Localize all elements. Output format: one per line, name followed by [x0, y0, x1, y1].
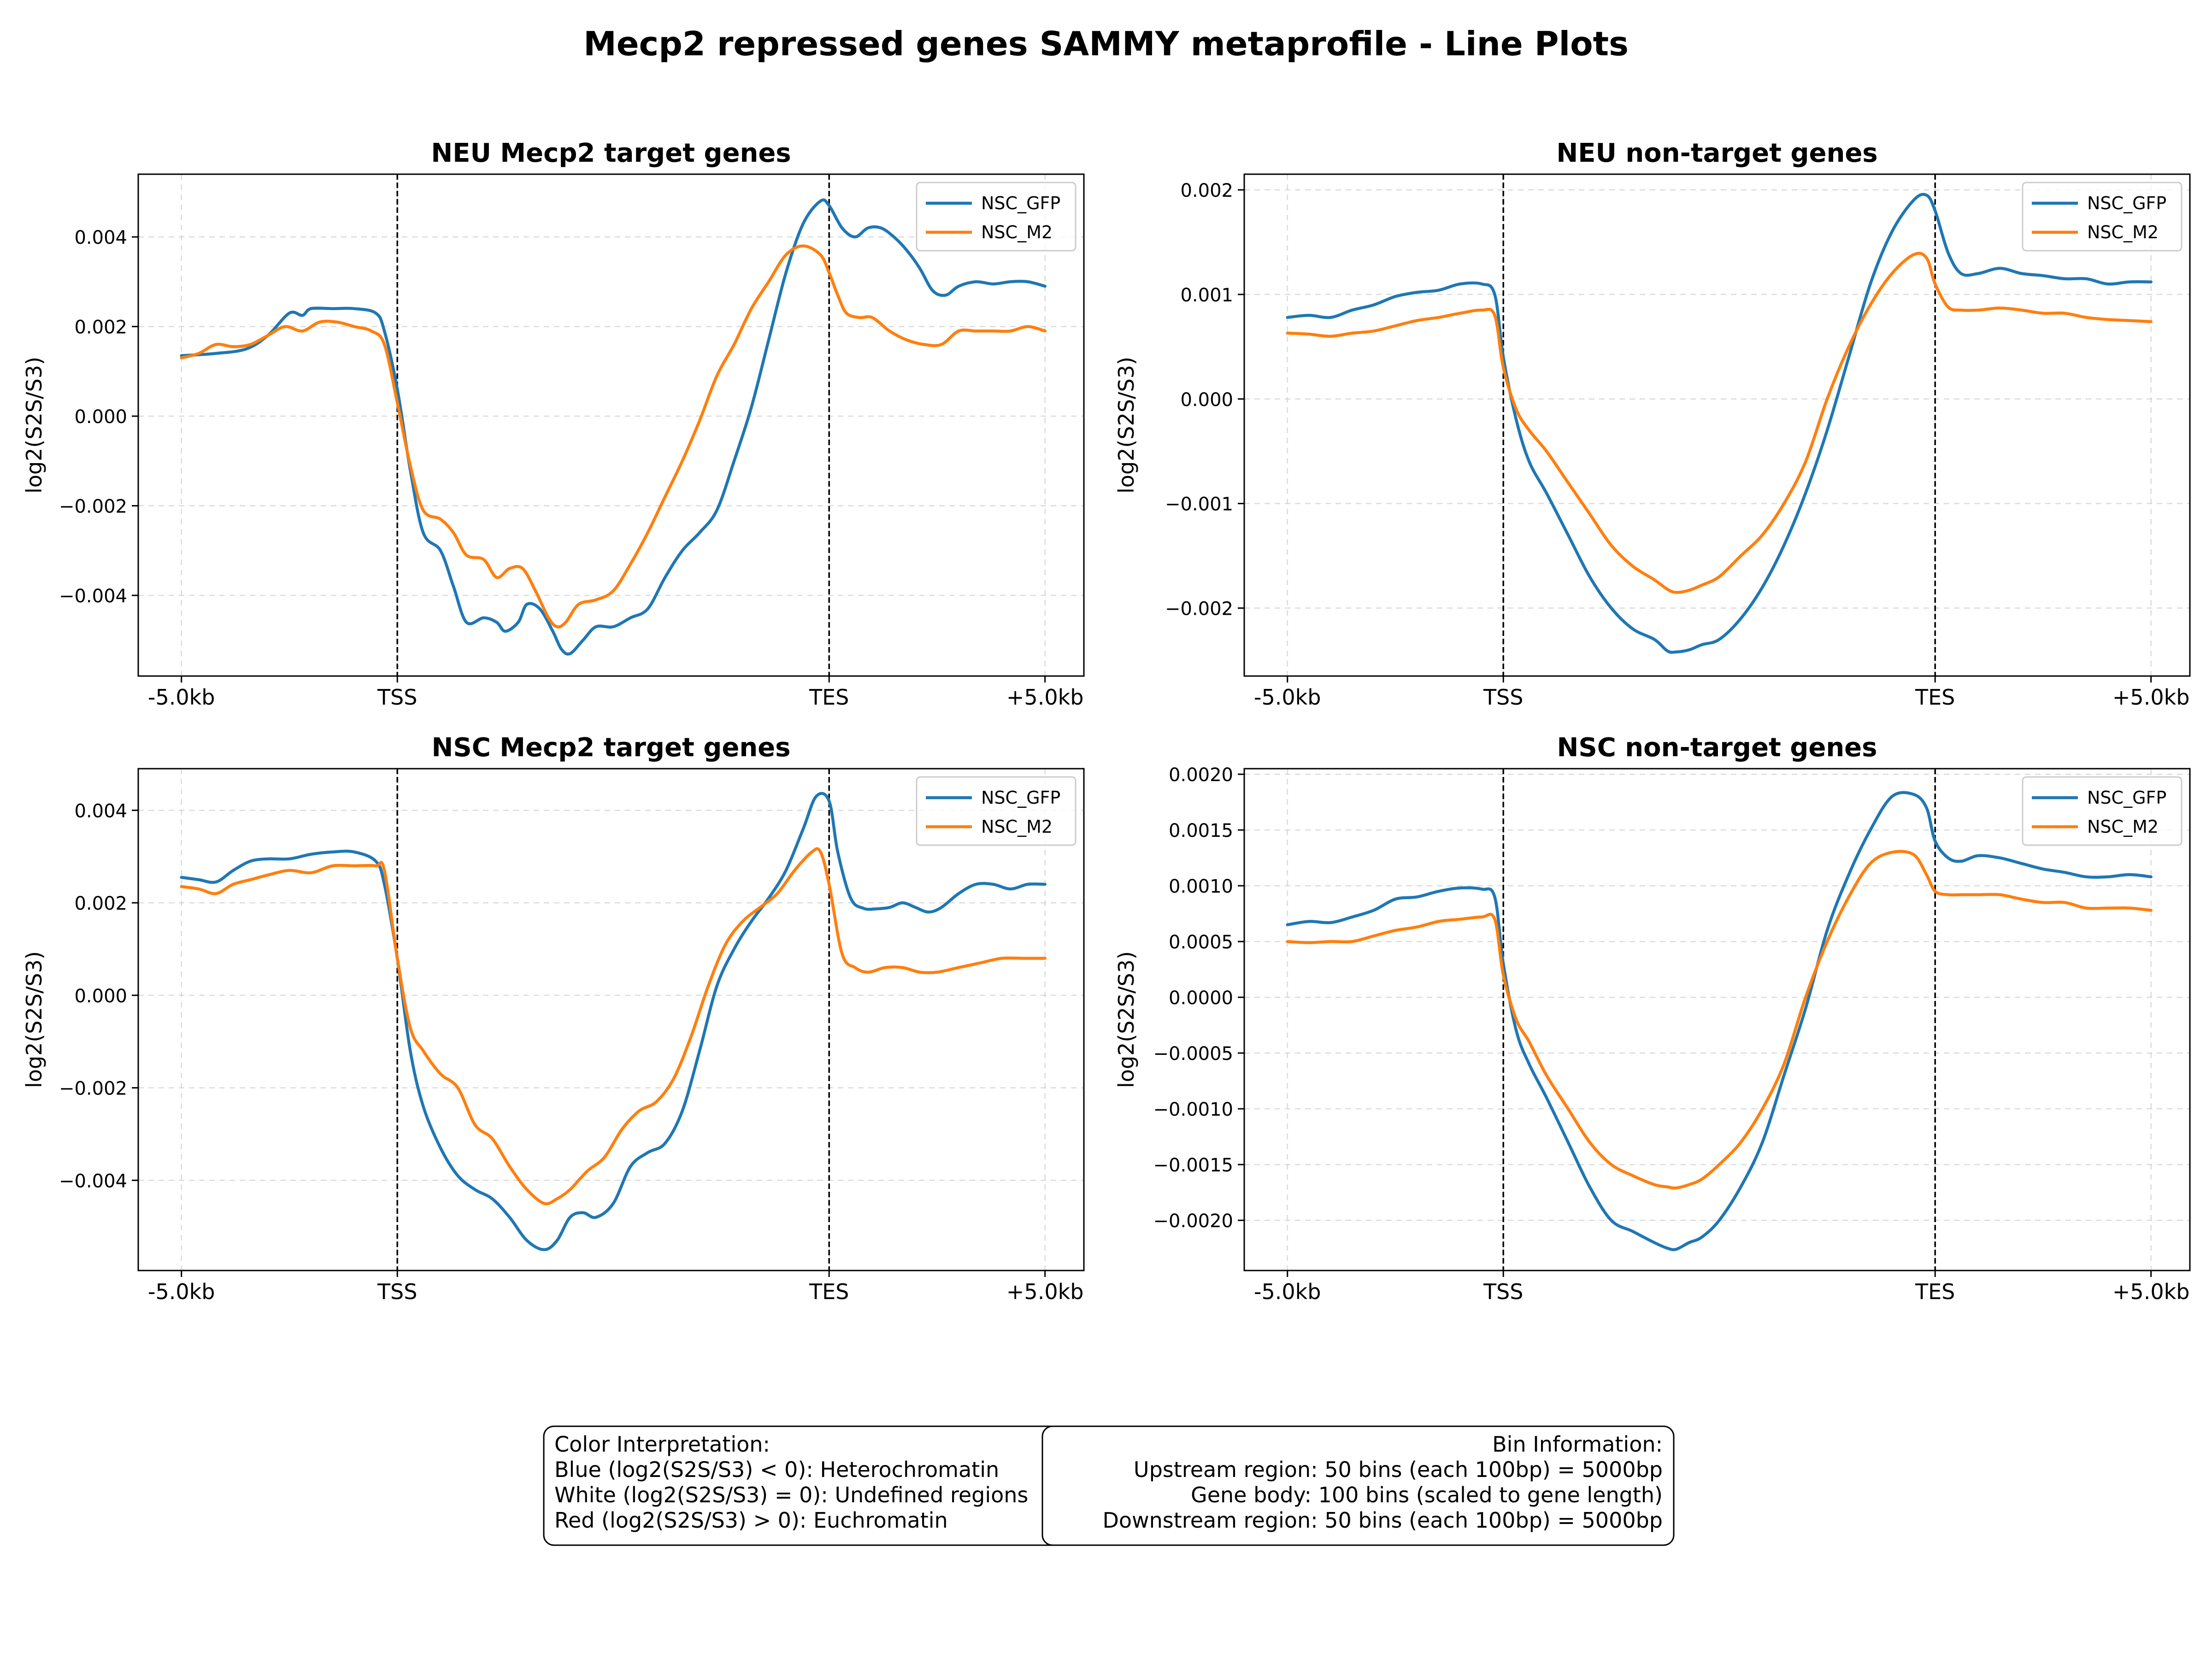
- legend-label: NSC_M2: [981, 222, 1053, 242]
- bin-information-line: Downstream region: 50 bins (each 100bp) …: [1102, 1508, 1663, 1533]
- x-tick-label: TES: [1915, 1279, 1955, 1304]
- legend-label: NSC_GFP: [2087, 788, 2166, 808]
- y-tick-label: −0.002: [1165, 599, 1233, 620]
- series-line-nsc-gfp: [180, 792, 1047, 1252]
- y-axis-label: log2(S2S/S3): [22, 357, 47, 494]
- series-line-nsc-gfp: [1286, 791, 2153, 1252]
- color-interpretation-title: Color Interpretation:: [554, 1432, 770, 1457]
- y-tick-label: 0.002: [74, 317, 127, 338]
- x-tick-label: +5.0kb: [2112, 685, 2190, 710]
- panels: −0.004 −0.002 0.000 0.002 0.004 -5.0kb TSS TES +…: [22, 138, 2191, 1304]
- color-interpretation-line: Red (log2(S2S/S3) > 0): Euchromatin: [554, 1508, 948, 1533]
- x-tick-label: -5.0kb: [148, 1279, 215, 1304]
- y-tick-label: −0.004: [59, 586, 127, 607]
- figure-suptitle: Mecp2 repressed genes SAMMY metaprofile …: [583, 24, 1629, 63]
- y-axis-label: log2(S2S/S3): [22, 951, 47, 1088]
- y-tick-label: 0.004: [74, 800, 127, 822]
- bin-information-frame: [1041, 1425, 1675, 1546]
- x-tick-label: +5.0kb: [2112, 1279, 2190, 1304]
- panel-title: NSC non-target genes: [1557, 733, 1877, 763]
- x-tick-label: -5.0kb: [1254, 1279, 1321, 1304]
- series-line-nsc-m2: [1286, 850, 2153, 1190]
- axes-frame: [137, 768, 1085, 1271]
- y-tick-label: 0.001: [1180, 285, 1233, 306]
- bin-information-line: Gene body: 100 bins (scaled to gene leng…: [1191, 1483, 1663, 1507]
- legend-label: NSC_M2: [2087, 222, 2159, 242]
- chart-panel: −0.004 −0.002 0.000 0.002 0.004 -5.0kb TSS TES +…: [22, 733, 1085, 1304]
- y-tick-label: 0.002: [74, 893, 127, 914]
- x-tick-label: -5.0kb: [1254, 685, 1321, 710]
- legend-label: NSC_M2: [981, 817, 1053, 837]
- x-tick-label: TES: [809, 685, 849, 710]
- y-tick-label: −0.0005: [1153, 1043, 1233, 1065]
- x-tick-label: TES: [809, 1279, 849, 1304]
- y-tick-label: 0.000: [1180, 389, 1233, 411]
- color-interpretation-box: Color Interpretation: Blue (log2(S2S/S3)…: [543, 1425, 1084, 1546]
- bin-information-box: Bin Information: Upstream region: 50 bin…: [1041, 1425, 1675, 1546]
- series-line-nsc-gfp: [180, 198, 1047, 656]
- color-interpretation-line: White (log2(S2S/S3) = 0): Undefined regi…: [554, 1483, 1028, 1507]
- y-tick-label: 0.000: [74, 986, 127, 1007]
- chart-panel: −0.002 −0.001 0.000 0.001 0.002 -5.0kb TSS TES +…: [1114, 138, 2191, 710]
- x-tick-label: +5.0kb: [1006, 1279, 1084, 1304]
- axes-frame: [1243, 173, 2191, 677]
- y-tick-label: 0.0005: [1169, 932, 1233, 953]
- series-line-nsc-gfp: [1286, 193, 2153, 654]
- x-tick-label: TSS: [1483, 685, 1524, 710]
- legend-label: NSC_GFP: [2087, 193, 2166, 213]
- chart-panel: −0.0020 −0.0015 −0.0010 −0.0005 0.0000 0.0005…: [1114, 733, 2191, 1304]
- x-tick-label: -5.0kb: [148, 685, 215, 710]
- axes-frame: [137, 173, 1085, 677]
- y-tick-label: −0.001: [1165, 494, 1233, 515]
- y-tick-label: −0.0015: [1153, 1155, 1233, 1176]
- x-tick-label: TSS: [377, 685, 418, 710]
- color-interpretation-line: Blue (log2(S2S/S3) < 0): Heterochromatin: [554, 1457, 999, 1482]
- y-tick-label: −0.004: [59, 1171, 127, 1192]
- series-line-nsc-m2: [180, 244, 1047, 629]
- x-tick-label: TES: [1915, 685, 1955, 710]
- y-tick-label: 0.0010: [1169, 876, 1233, 897]
- y-tick-label: 0.002: [1180, 180, 1233, 201]
- y-tick-label: 0.0020: [1169, 765, 1233, 786]
- y-axis-label: log2(S2S/S3): [1114, 357, 1139, 494]
- y-tick-label: 0.0015: [1169, 820, 1233, 841]
- legend-label: NSC_M2: [2087, 817, 2159, 837]
- y-tick-label: 0.0000: [1169, 988, 1233, 1009]
- x-tick-label: TSS: [377, 1279, 418, 1304]
- series-line-nsc-m2: [1286, 252, 2153, 594]
- panel-title: NSC Mecp2 target genes: [432, 733, 791, 763]
- panel-title: NEU non-target genes: [1556, 138, 1877, 168]
- y-tick-label: −0.002: [59, 1078, 127, 1100]
- bin-information-line: Upstream region: 50 bins (each 100bp) = …: [1134, 1457, 1663, 1482]
- y-tick-label: 0.004: [74, 227, 127, 248]
- bin-information-title: Bin Information:: [1492, 1432, 1663, 1457]
- y-tick-label: 0.000: [74, 406, 127, 428]
- legend-label: NSC_GFP: [981, 193, 1060, 213]
- y-tick-label: −0.0010: [1153, 1099, 1233, 1120]
- series-line-nsc-m2: [180, 847, 1047, 1206]
- chart-panel: −0.004 −0.002 0.000 0.002 0.004 -5.0kb TSS TES +…: [22, 138, 1085, 710]
- axes-frame: [1243, 768, 2191, 1271]
- x-tick-label: TSS: [1483, 1279, 1524, 1304]
- y-tick-label: −0.002: [59, 496, 127, 518]
- x-tick-label: +5.0kb: [1006, 685, 1084, 710]
- y-tick-label: −0.0020: [1153, 1211, 1233, 1232]
- legend-label: NSC_GFP: [981, 788, 1060, 808]
- panel-title: NEU Mecp2 target genes: [431, 138, 791, 168]
- y-axis-label: log2(S2S/S3): [1114, 951, 1139, 1088]
